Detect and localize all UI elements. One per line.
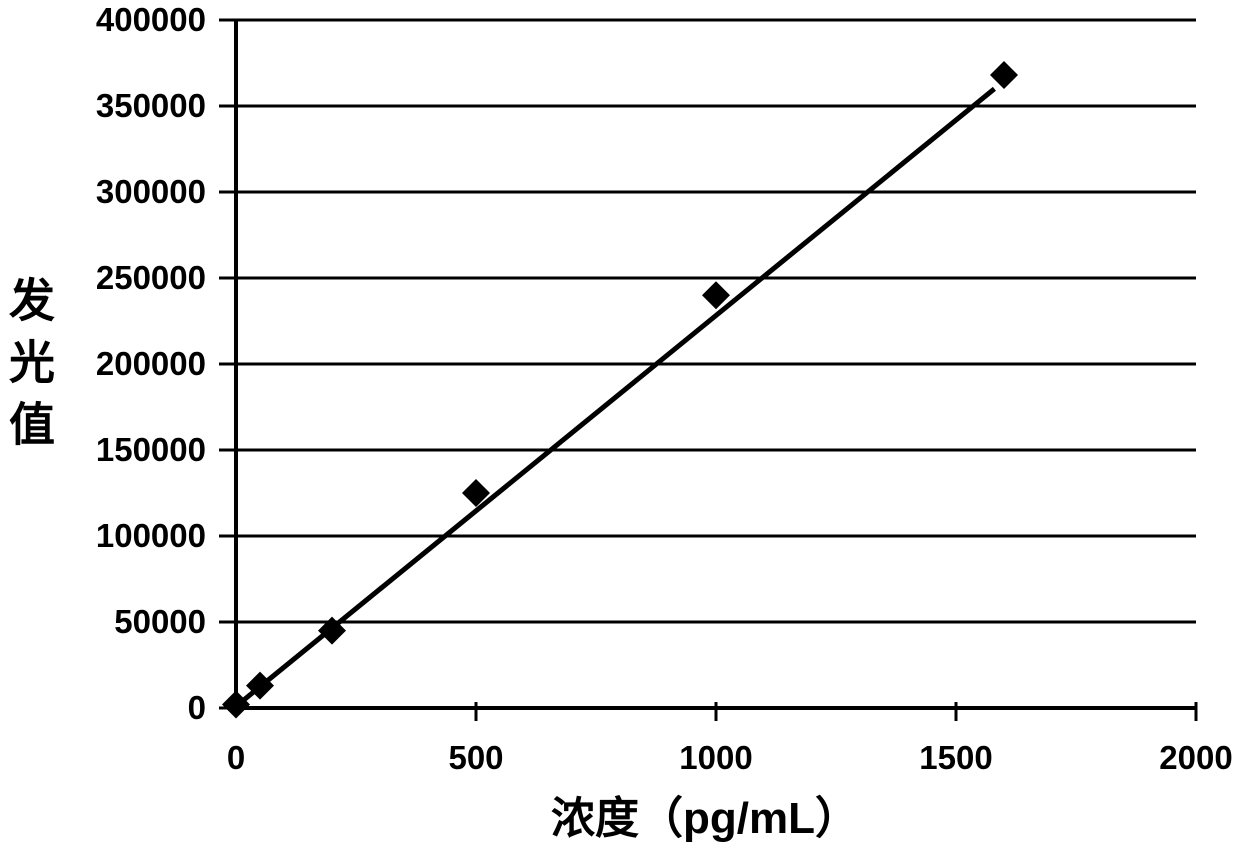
y-tick-label: 200000 xyxy=(95,345,206,382)
x-tick-label: 0 xyxy=(226,739,246,776)
x-tick-label: 1500 xyxy=(919,739,993,776)
y-tick-label: 400000 xyxy=(95,1,206,38)
y-tick-label: 150000 xyxy=(95,431,206,468)
y-tick-label: 250000 xyxy=(95,259,206,296)
data-point-marker xyxy=(222,690,250,719)
x-tick-label: 500 xyxy=(448,739,504,776)
data-point-marker xyxy=(318,616,346,645)
y-axis-title: 发光值 xyxy=(3,276,55,462)
y-tick-label: 100000 xyxy=(95,517,206,554)
trend-line xyxy=(234,86,996,709)
data-point-marker xyxy=(990,61,1018,90)
data-point-marker xyxy=(462,479,490,507)
data-point-marker xyxy=(702,281,730,310)
x-axis-title: 浓度（pg/mL） xyxy=(551,794,859,843)
x-tick-label: 1000 xyxy=(679,739,753,776)
y-tick-label: 350000 xyxy=(95,87,206,124)
data-point-marker xyxy=(246,671,274,700)
y-tick-label: 0 xyxy=(187,689,206,726)
x-tick-label: 2000 xyxy=(1159,739,1233,776)
y-tick-label: 300000 xyxy=(95,173,206,210)
y-tick-label: 50000 xyxy=(114,603,206,640)
